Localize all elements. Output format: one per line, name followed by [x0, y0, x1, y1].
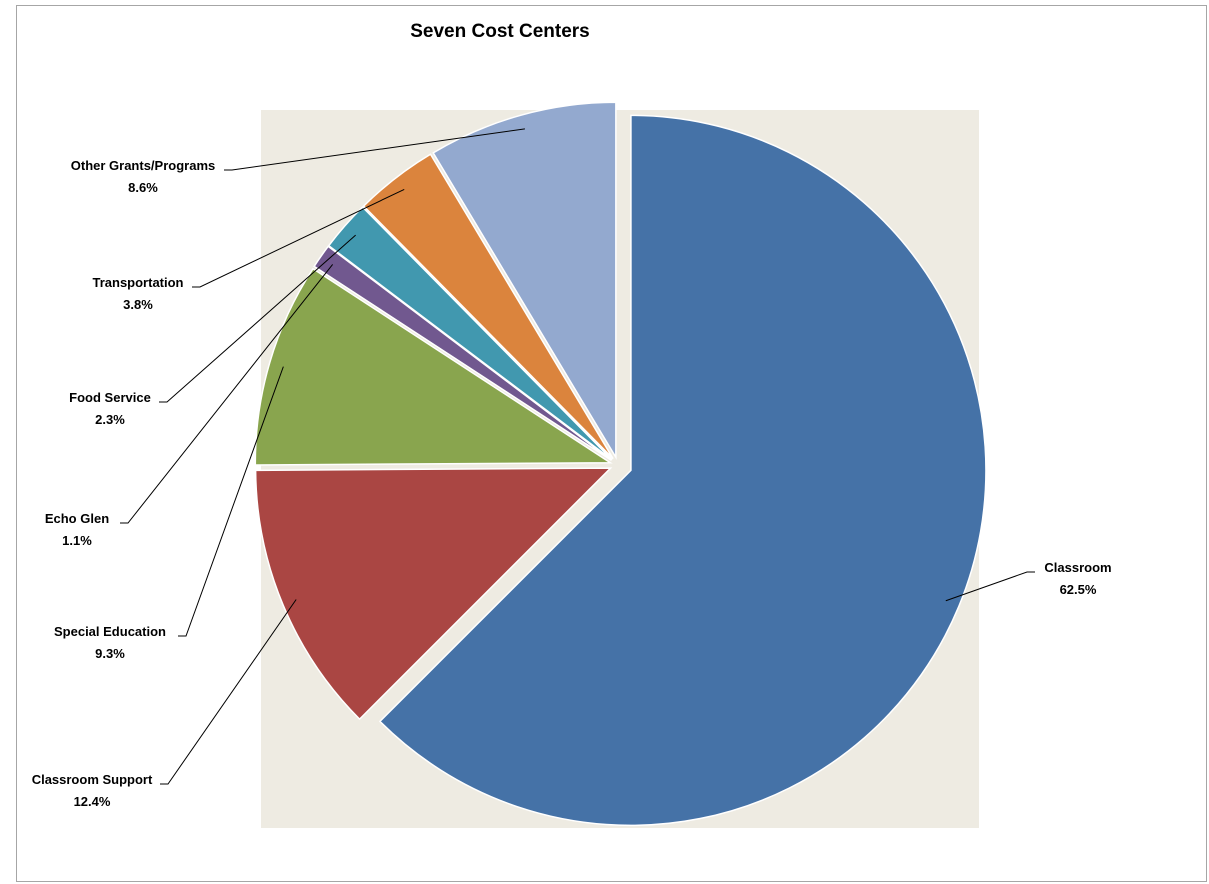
pie-slice-other-grants-programs — [432, 101, 617, 460]
leader-line — [160, 599, 297, 785]
chart-title: Seven Cost Centers — [410, 21, 590, 42]
slice-label-percent: 3.8% — [123, 297, 153, 312]
pie-slice-food-service — [327, 206, 613, 461]
pie-slice-transportation — [362, 153, 614, 460]
pie-slice-classroom-support — [254, 467, 613, 721]
pie-slice-echo-glen — [313, 245, 612, 462]
slice-label-name: Food Service — [69, 390, 151, 405]
slice-label-percent: 62.5% — [1060, 582, 1097, 597]
slice-label-name: Other Grants/Programs — [71, 158, 216, 173]
leader-line — [945, 571, 1035, 602]
slice-label-percent: 9.3% — [95, 646, 125, 661]
leader-line — [192, 188, 405, 288]
slice-label-percent: 1.1% — [62, 533, 92, 548]
slice-label-percent: 2.3% — [95, 412, 125, 427]
slice-label-name: Classroom Support — [32, 772, 153, 787]
slice-label-name: Transportation — [92, 275, 183, 290]
leader-line — [178, 366, 284, 637]
leader-line — [159, 234, 356, 403]
leader-line — [120, 264, 334, 524]
slice-label-percent: 12.4% — [74, 794, 111, 809]
pie-slice-special-education — [254, 267, 613, 466]
slice-label-percent: 8.6% — [128, 180, 158, 195]
slice-label-name: Echo Glen — [45, 511, 109, 526]
slice-label-name: Classroom — [1044, 560, 1111, 575]
pie-slice-classroom — [378, 114, 987, 827]
slice-label-name: Special Education — [54, 624, 166, 639]
leader-line — [224, 128, 525, 171]
